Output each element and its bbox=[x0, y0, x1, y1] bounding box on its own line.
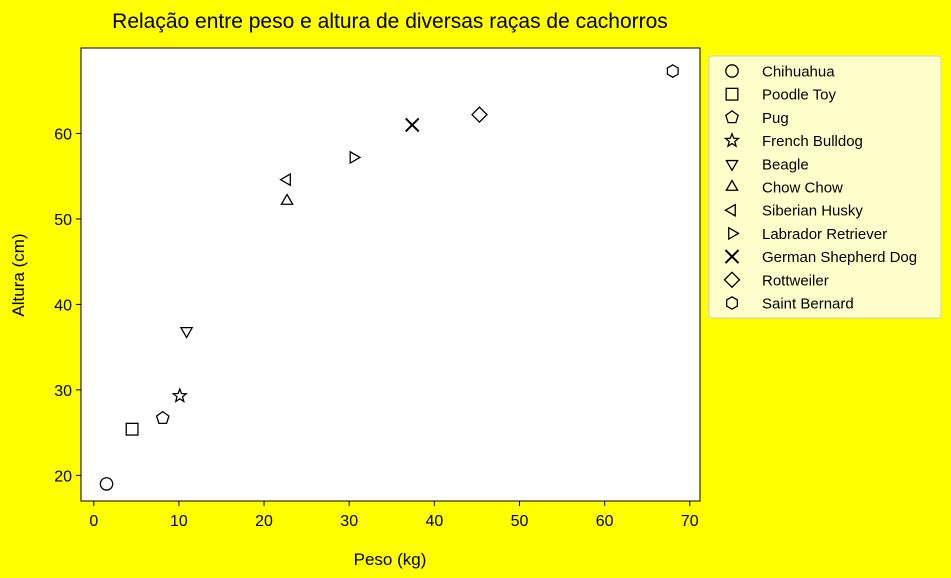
x-axis-label: Peso (kg) bbox=[354, 550, 427, 569]
legend-marker bbox=[724, 203, 736, 217]
legend-label: Beagle bbox=[762, 156, 809, 173]
x-tick-label: 40 bbox=[425, 513, 443, 530]
legend-marker bbox=[725, 64, 739, 78]
y-tick-label: 30 bbox=[54, 383, 72, 400]
data-point bbox=[155, 410, 170, 425]
data-point bbox=[349, 150, 362, 165]
data-point bbox=[179, 327, 194, 339]
y-tick-label: 60 bbox=[54, 126, 72, 143]
legend-label: Pug bbox=[762, 110, 789, 127]
data-points bbox=[99, 64, 679, 491]
legend-box bbox=[708, 55, 942, 319]
plot-area bbox=[80, 47, 701, 502]
legend-label: French Bulldog bbox=[762, 133, 863, 150]
data-point bbox=[125, 422, 139, 436]
x-tick-label: 60 bbox=[596, 513, 614, 530]
x-tick-label: 70 bbox=[681, 513, 699, 530]
y-tick-label: 40 bbox=[54, 297, 72, 314]
data-point bbox=[471, 106, 488, 124]
legend-label: Saint Bernard bbox=[762, 296, 854, 313]
legend-marker bbox=[724, 249, 740, 264]
legend-label: Chow Chow bbox=[762, 180, 843, 197]
legend-marker bbox=[725, 110, 739, 124]
legend: Chihuahua Poodle Toy Pug French Bulldog Beag… bbox=[708, 55, 942, 319]
legend-marker bbox=[723, 271, 741, 289]
x-tick-label: 0 bbox=[89, 513, 98, 530]
data-point bbox=[99, 477, 114, 491]
data-point bbox=[405, 117, 420, 133]
legend-marker bbox=[728, 226, 740, 241]
data-point bbox=[279, 172, 291, 187]
legend-label: Poodle Toy bbox=[762, 87, 836, 104]
x-tick-label: 30 bbox=[340, 513, 358, 530]
data-point bbox=[666, 64, 679, 79]
x-tick-label: 50 bbox=[511, 513, 529, 530]
legend-marker bbox=[725, 159, 739, 172]
legend-marker bbox=[725, 87, 739, 101]
x-tick-label: 20 bbox=[255, 513, 273, 530]
legend-label: German Shepherd Dog bbox=[762, 249, 917, 266]
y-tick-label: 20 bbox=[54, 468, 72, 485]
legend-label: Chihuahua bbox=[762, 64, 835, 81]
x-axis: 0 10 20 30 40 50 60 70 bbox=[89, 501, 699, 530]
y-tick-label: 50 bbox=[54, 212, 72, 229]
legend-marker bbox=[723, 131, 741, 148]
legend-label: Rottweiler bbox=[762, 272, 829, 289]
legend-label: Siberian Husky bbox=[762, 203, 863, 220]
y-axis-label: Altura (cm) bbox=[9, 233, 28, 316]
chart-title: Relação entre peso e altura de diversas … bbox=[112, 10, 668, 33]
data-point bbox=[171, 387, 188, 403]
legend-marker bbox=[726, 296, 738, 310]
legend-marker bbox=[725, 179, 739, 191]
legend-label: Labrador Retriever bbox=[762, 226, 887, 243]
y-axis: 20 30 40 50 60 bbox=[54, 126, 81, 485]
data-point bbox=[280, 193, 294, 205]
x-tick-label: 10 bbox=[170, 513, 188, 530]
